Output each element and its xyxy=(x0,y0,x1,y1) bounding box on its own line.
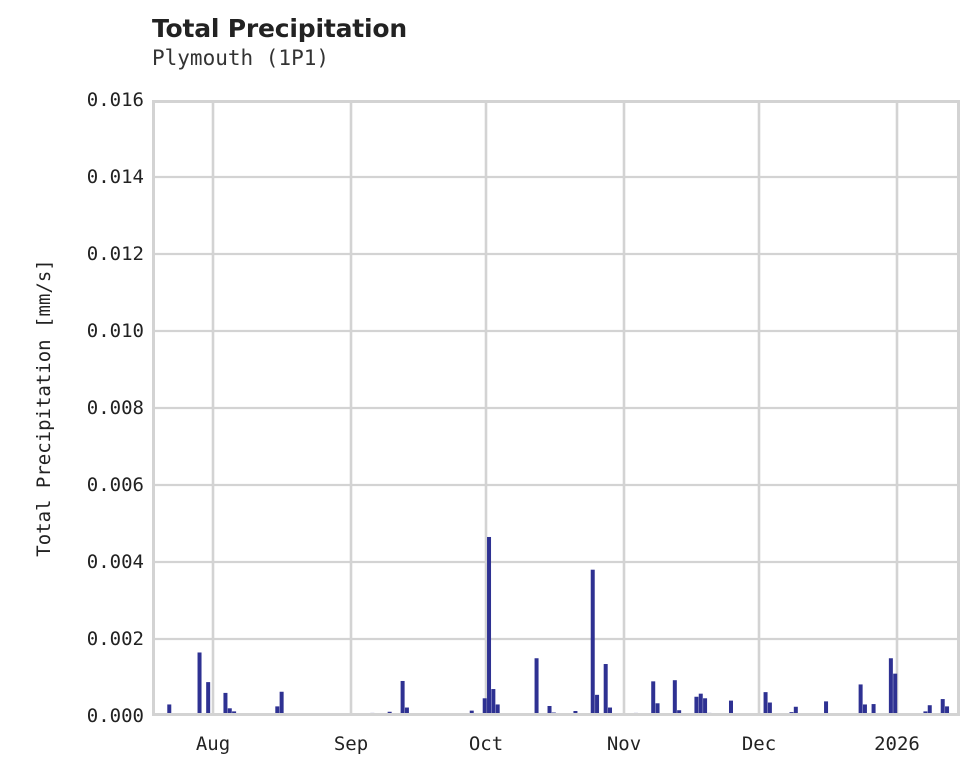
data-bar xyxy=(534,658,539,716)
data-bar xyxy=(197,652,202,716)
data-bar xyxy=(862,704,867,716)
x-tick-label: Dec xyxy=(741,733,777,755)
y-tick-label: 0.006 xyxy=(86,474,144,496)
chart-title: Total Precipitation xyxy=(152,14,407,43)
data-bar xyxy=(223,692,228,716)
data-bar xyxy=(603,664,608,716)
y-tick-label: 0.014 xyxy=(86,166,144,188)
grid-layer xyxy=(152,100,960,716)
plot-svg xyxy=(152,100,960,716)
data-bar xyxy=(893,673,898,716)
data-bar xyxy=(495,704,500,716)
data-bar xyxy=(824,701,829,716)
axis-frame xyxy=(152,100,960,716)
y-tick-label: 0.008 xyxy=(86,397,144,419)
y-axis-tick-labels: 0.000 0.002 0.004 0.006 0.008 0.010 0.012 0.014… xyxy=(0,0,144,780)
data-bar xyxy=(279,691,284,716)
y-tick-label: 0.002 xyxy=(86,628,144,650)
data-bar xyxy=(482,698,487,716)
x-tick-label: Sep xyxy=(333,733,369,755)
data-bar xyxy=(590,569,595,716)
data-bar xyxy=(206,682,211,716)
y-tick-label: 0.012 xyxy=(86,243,144,265)
y-tick-label: 0.000 xyxy=(86,705,144,727)
data-bar xyxy=(767,702,772,716)
data-bar xyxy=(672,680,677,716)
data-bar xyxy=(404,707,409,716)
data-bar xyxy=(651,681,656,716)
data-bar xyxy=(608,707,613,716)
data-bar xyxy=(940,699,945,716)
data-bar xyxy=(888,658,893,716)
x-tick-label: Aug xyxy=(195,733,231,755)
y-tick-label: 0.016 xyxy=(86,89,144,111)
data-bar xyxy=(491,689,496,716)
x-tick-label: Nov xyxy=(606,733,642,755)
data-bar xyxy=(945,706,950,716)
data-bar xyxy=(227,708,232,716)
data-bar xyxy=(858,684,863,716)
data-bar xyxy=(547,705,552,716)
data-bar xyxy=(763,692,768,716)
data-bar xyxy=(487,536,492,716)
data-bar xyxy=(595,694,600,716)
data-bar xyxy=(400,680,405,716)
data-bar xyxy=(728,700,733,716)
data-bar xyxy=(698,693,703,716)
x-tick-label: Oct xyxy=(468,733,504,755)
data-bar xyxy=(655,703,660,716)
data-bar xyxy=(793,706,798,716)
data-bar xyxy=(694,696,699,716)
data-bar xyxy=(167,704,172,716)
data-bar xyxy=(275,706,280,716)
y-tick-label: 0.004 xyxy=(86,551,144,573)
y-tick-label: 0.010 xyxy=(86,320,144,342)
data-bar xyxy=(871,704,876,716)
chart-subtitle: Plymouth (1P1) xyxy=(152,46,330,70)
title-block: Total Precipitation Plymouth (1P1) xyxy=(152,14,852,72)
plot-area xyxy=(152,100,960,716)
x-tick-label: 2026 xyxy=(874,733,920,755)
data-bar xyxy=(703,698,708,716)
data-bar xyxy=(927,705,932,716)
